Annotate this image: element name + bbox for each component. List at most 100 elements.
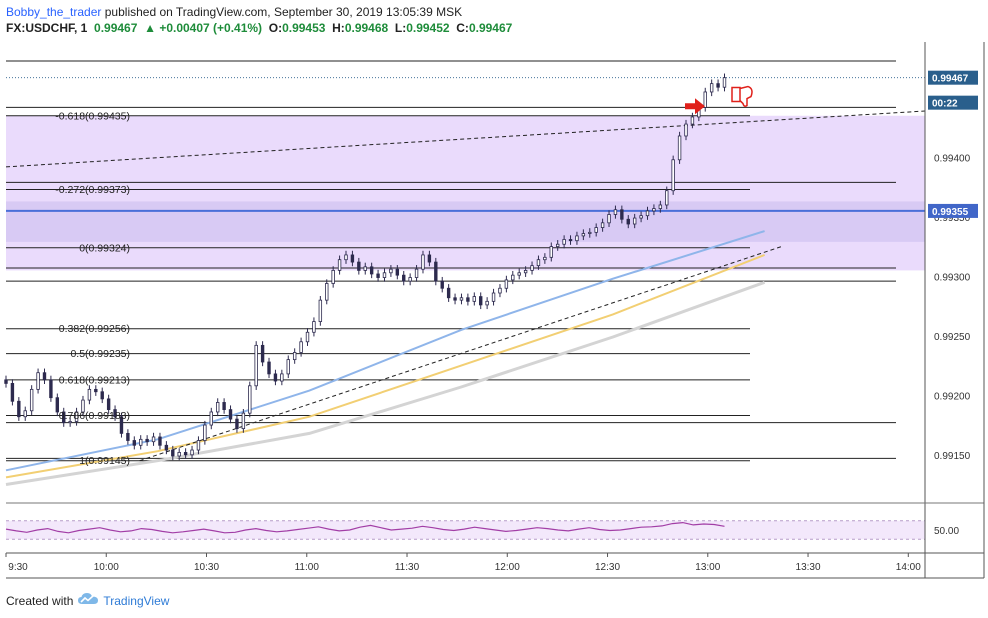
author-link[interactable]: Bobby_the_trader	[6, 5, 102, 19]
candle-body	[126, 432, 130, 441]
candle-body	[645, 210, 650, 217]
x-tick-label: 12:30	[595, 562, 620, 573]
candle-body	[177, 452, 181, 457]
candle-body	[440, 280, 444, 289]
fib-label: 0.618(0.99213)	[59, 374, 130, 386]
trendline	[139, 246, 782, 462]
candle-body	[337, 259, 342, 271]
candle-body	[158, 436, 162, 446]
ohlc-line: FX:USDCHF, 1 0.99467 ▲ +0.00407 (+0.41%)…	[6, 20, 512, 36]
candle-body	[446, 287, 451, 299]
candle-body	[62, 411, 66, 424]
candle-body	[459, 297, 464, 301]
fib-zone	[6, 115, 925, 271]
candles	[4, 73, 727, 461]
low-label: L:	[394, 21, 407, 35]
y-tick-label: 0.99150	[934, 451, 971, 462]
candle-body	[562, 239, 566, 245]
candle-body	[55, 397, 60, 413]
rsi-pane	[5, 520, 925, 540]
candle-body	[106, 398, 111, 410]
candle-body	[671, 159, 675, 192]
current-price-badge: 0.99467	[932, 74, 969, 85]
candle-body	[421, 254, 425, 270]
tradingview-brand[interactable]: TradingView	[103, 593, 170, 608]
candle-body	[312, 321, 316, 333]
candle-body	[254, 344, 258, 387]
candle-body	[395, 268, 400, 276]
x-tick-label: 13:30	[796, 562, 821, 573]
x-tick-label: 12:00	[495, 562, 520, 573]
candle-body	[36, 372, 40, 390]
candle-body	[536, 259, 541, 267]
price-change: +0.00407 (+0.41%)	[159, 21, 263, 35]
fib-label: 0(0.99324)	[79, 242, 130, 254]
candle-body	[151, 436, 156, 443]
candle-body	[171, 449, 175, 457]
chart-header: Bobby_the_trader published on TradingVie…	[6, 4, 512, 36]
candle-body	[504, 279, 509, 289]
red-right-arrow-icon	[685, 98, 705, 115]
publish-info: published on TradingView.com, September …	[104, 5, 463, 19]
y-tick-label: 0.99400	[934, 153, 971, 164]
candle-body	[132, 440, 137, 446]
candle-body	[17, 400, 21, 418]
horizontal-levels	[6, 60, 925, 462]
rsi-level-label: 50.00	[934, 526, 959, 537]
candle-body	[209, 411, 213, 426]
candle-body	[331, 270, 335, 284]
candle-body	[620, 209, 624, 220]
candle-body	[568, 239, 573, 242]
candle-body	[549, 246, 553, 258]
candle-body	[299, 341, 303, 353]
moving-averages	[5, 230, 766, 486]
candle-body	[222, 402, 226, 410]
candle-body	[203, 424, 207, 441]
tradingview-cloud-icon	[77, 592, 99, 609]
candle-body	[466, 297, 470, 302]
candle-body	[581, 233, 586, 237]
candle-body	[100, 391, 104, 400]
support-badge-bg	[928, 203, 978, 218]
open-value: 0.99453	[282, 21, 326, 35]
candle-body	[479, 296, 483, 306]
candle-body	[228, 409, 233, 420]
candle-body	[434, 261, 438, 282]
symbol-label: FX:USDCHF, 1	[6, 21, 88, 35]
candle-body	[260, 344, 265, 363]
fib-label: 1(0.99145)	[79, 455, 130, 467]
x-tick-label: 11:30	[395, 562, 420, 573]
publish-line: Bobby_the_trader published on TradingVie…	[6, 4, 512, 20]
candle-body	[235, 418, 239, 430]
open-label: O:	[268, 21, 283, 35]
candle-body	[722, 77, 727, 88]
fib-label: -0.618(0.99435)	[55, 110, 130, 122]
candle-body	[267, 361, 271, 375]
candle-body	[68, 421, 72, 424]
low-value: 0.99452	[406, 21, 450, 35]
candle-body	[183, 452, 188, 456]
candle-body	[677, 135, 682, 161]
fib-label: 0.5(0.99235)	[70, 348, 130, 360]
price-chart[interactable]: -0.618(0.99435) -0.272(0.99373) 0(0.99324)…	[0, 0, 988, 590]
candle-body	[292, 352, 297, 361]
candle-body	[81, 399, 85, 413]
x-tick-label: 13:00	[695, 562, 720, 573]
candle-body	[472, 296, 477, 302]
x-tick-label: 11:00	[295, 562, 320, 573]
candle-body	[139, 438, 143, 446]
candle-body	[42, 372, 47, 381]
fib-label: 0.382(0.99256)	[59, 323, 130, 335]
candle-body	[607, 214, 611, 224]
y-tick-label: 0.99200	[934, 391, 971, 402]
candle-body	[600, 222, 605, 228]
candle-body	[286, 359, 290, 375]
candle-body	[350, 254, 355, 263]
x-tick-label: 9:30	[8, 562, 28, 573]
candle-body	[325, 283, 329, 301]
candle-body	[369, 266, 374, 275]
candle-body	[382, 272, 387, 278]
candle-body	[709, 83, 714, 93]
candle-body	[575, 235, 579, 242]
fib-label: 0.786(0.99183)	[59, 410, 130, 422]
